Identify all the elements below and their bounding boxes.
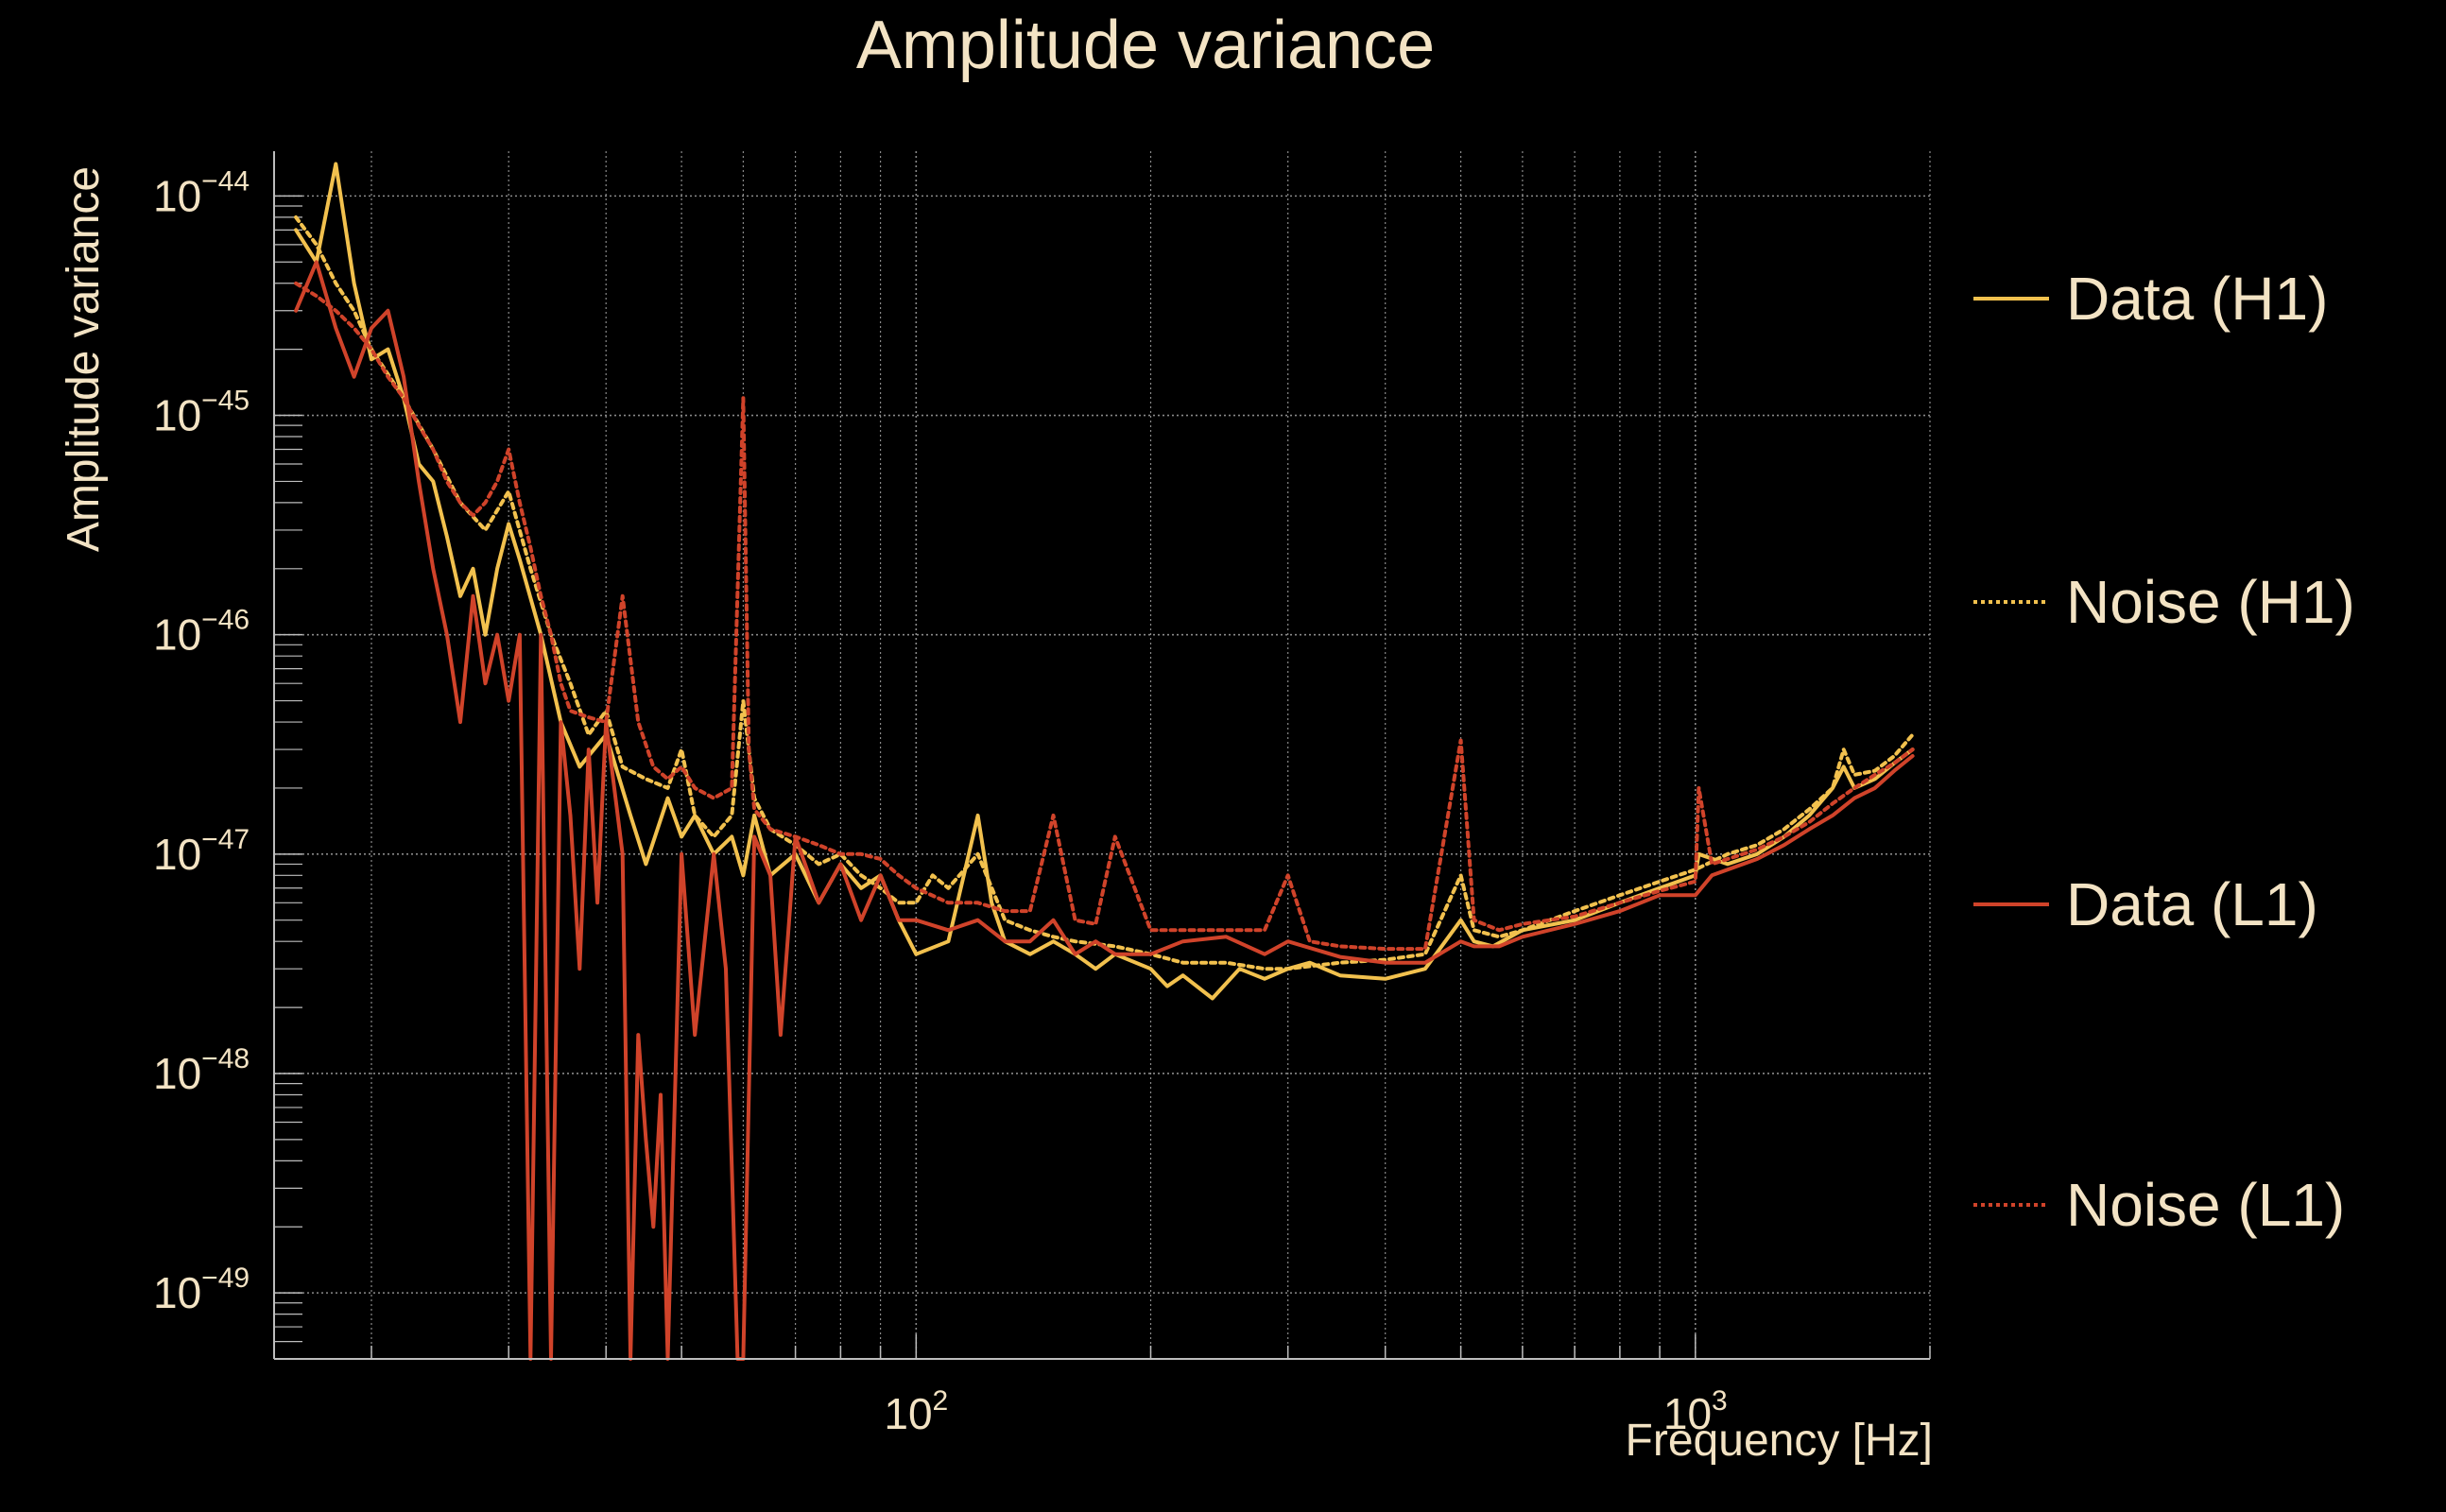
y-tick-label: 10−49 [153,1263,250,1317]
x-axis-title: Frequency [Hz] [1626,1416,1933,1466]
chart-title: Amplitude variance [856,8,1435,83]
y-tick-label: 10−44 [153,165,250,220]
x-tick-label: 103 [1663,1385,1728,1438]
legend-label-2: Data (L1) [2066,870,2318,938]
series-line-3 [294,281,1915,952]
grid-lines [274,151,1931,1359]
legend-label-3: Noise (L1) [2066,1171,2345,1239]
legend-label-1: Noise (H1) [2066,568,2355,636]
y-tick-label: 10−47 [153,824,250,879]
axis-ticks [274,195,1931,1360]
x-tick-label: 102 [884,1385,948,1438]
y-axis-title: Amplitude variance [59,166,109,552]
y-tick-label: 10−45 [153,386,250,440]
legend-label-0: Data (H1) [2066,265,2328,333]
y-tick-label: 10−46 [153,605,250,660]
tick-labels: 102 103 10−44 10−45 10−46 10−47 10−48 10−49 [153,165,1728,1438]
legend: Data (H1) Noise (H1) Data (L1) Noise (L1) [1973,265,2355,1239]
series-lines [294,162,1915,1361]
y-tick-label: 10−48 [153,1043,250,1098]
axes [273,151,1930,1360]
series-line-2 [294,260,1915,1361]
